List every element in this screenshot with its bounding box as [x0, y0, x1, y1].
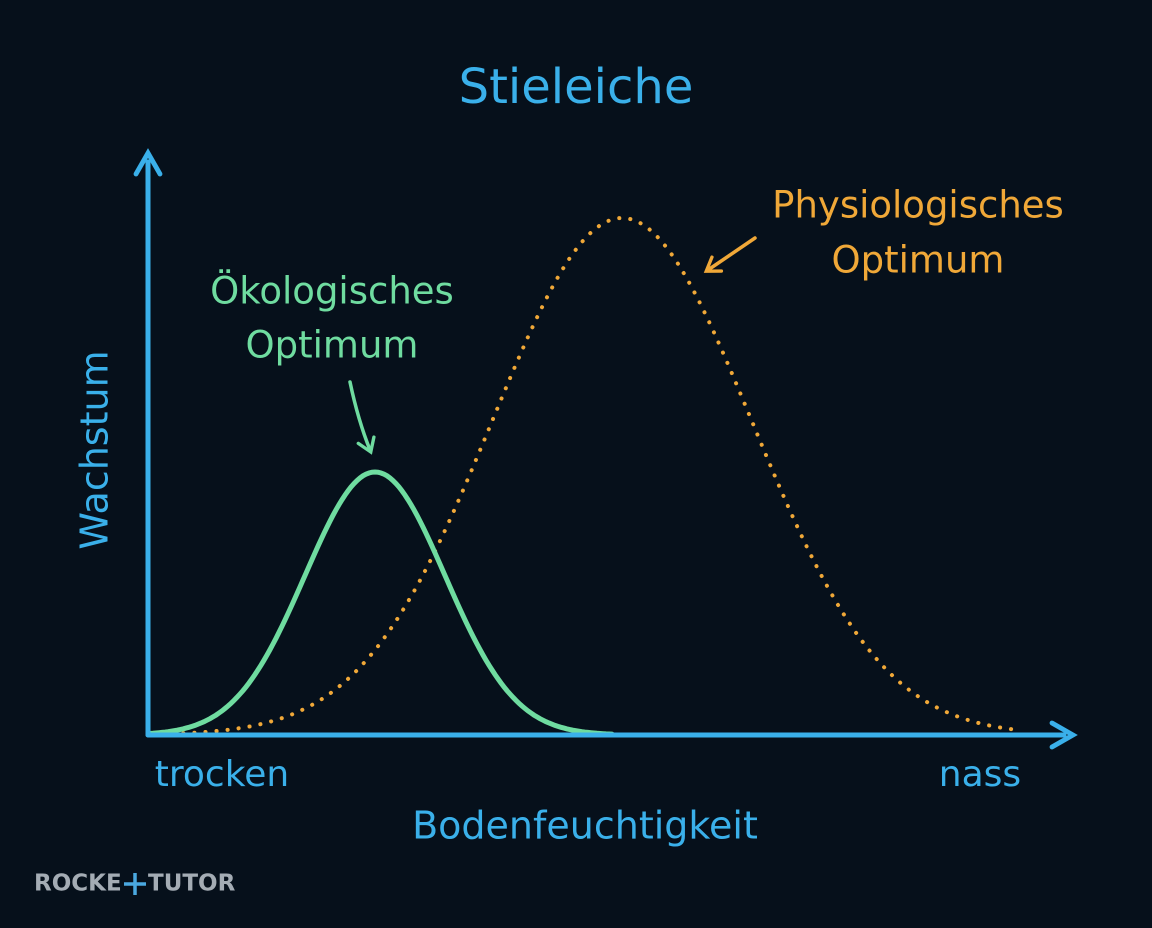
ecological-label: Ökologisches — [210, 270, 454, 313]
x-end-label: nass — [939, 754, 1021, 795]
ecological-label: Optimum — [246, 324, 419, 367]
watermark-text: ROCKE — [34, 871, 122, 897]
physiological-label: Optimum — [832, 239, 1005, 282]
ecological-curve — [147, 469, 615, 737]
watermark-text: TUTOR — [148, 871, 236, 897]
title: Stieleiche — [459, 59, 694, 115]
ecological-arrow — [348, 380, 376, 455]
physiological-arrow — [703, 236, 757, 273]
x-axis-label: Bodenfeuchtigkeit — [412, 804, 758, 848]
watermark: ROCKE TUTOR — [34, 871, 236, 897]
watermark-plus — [124, 873, 146, 895]
x-start-label: trocken — [155, 754, 289, 795]
y-axis-label: Wachstum — [73, 350, 117, 549]
physiological-label: Physiologisches — [772, 184, 1064, 227]
